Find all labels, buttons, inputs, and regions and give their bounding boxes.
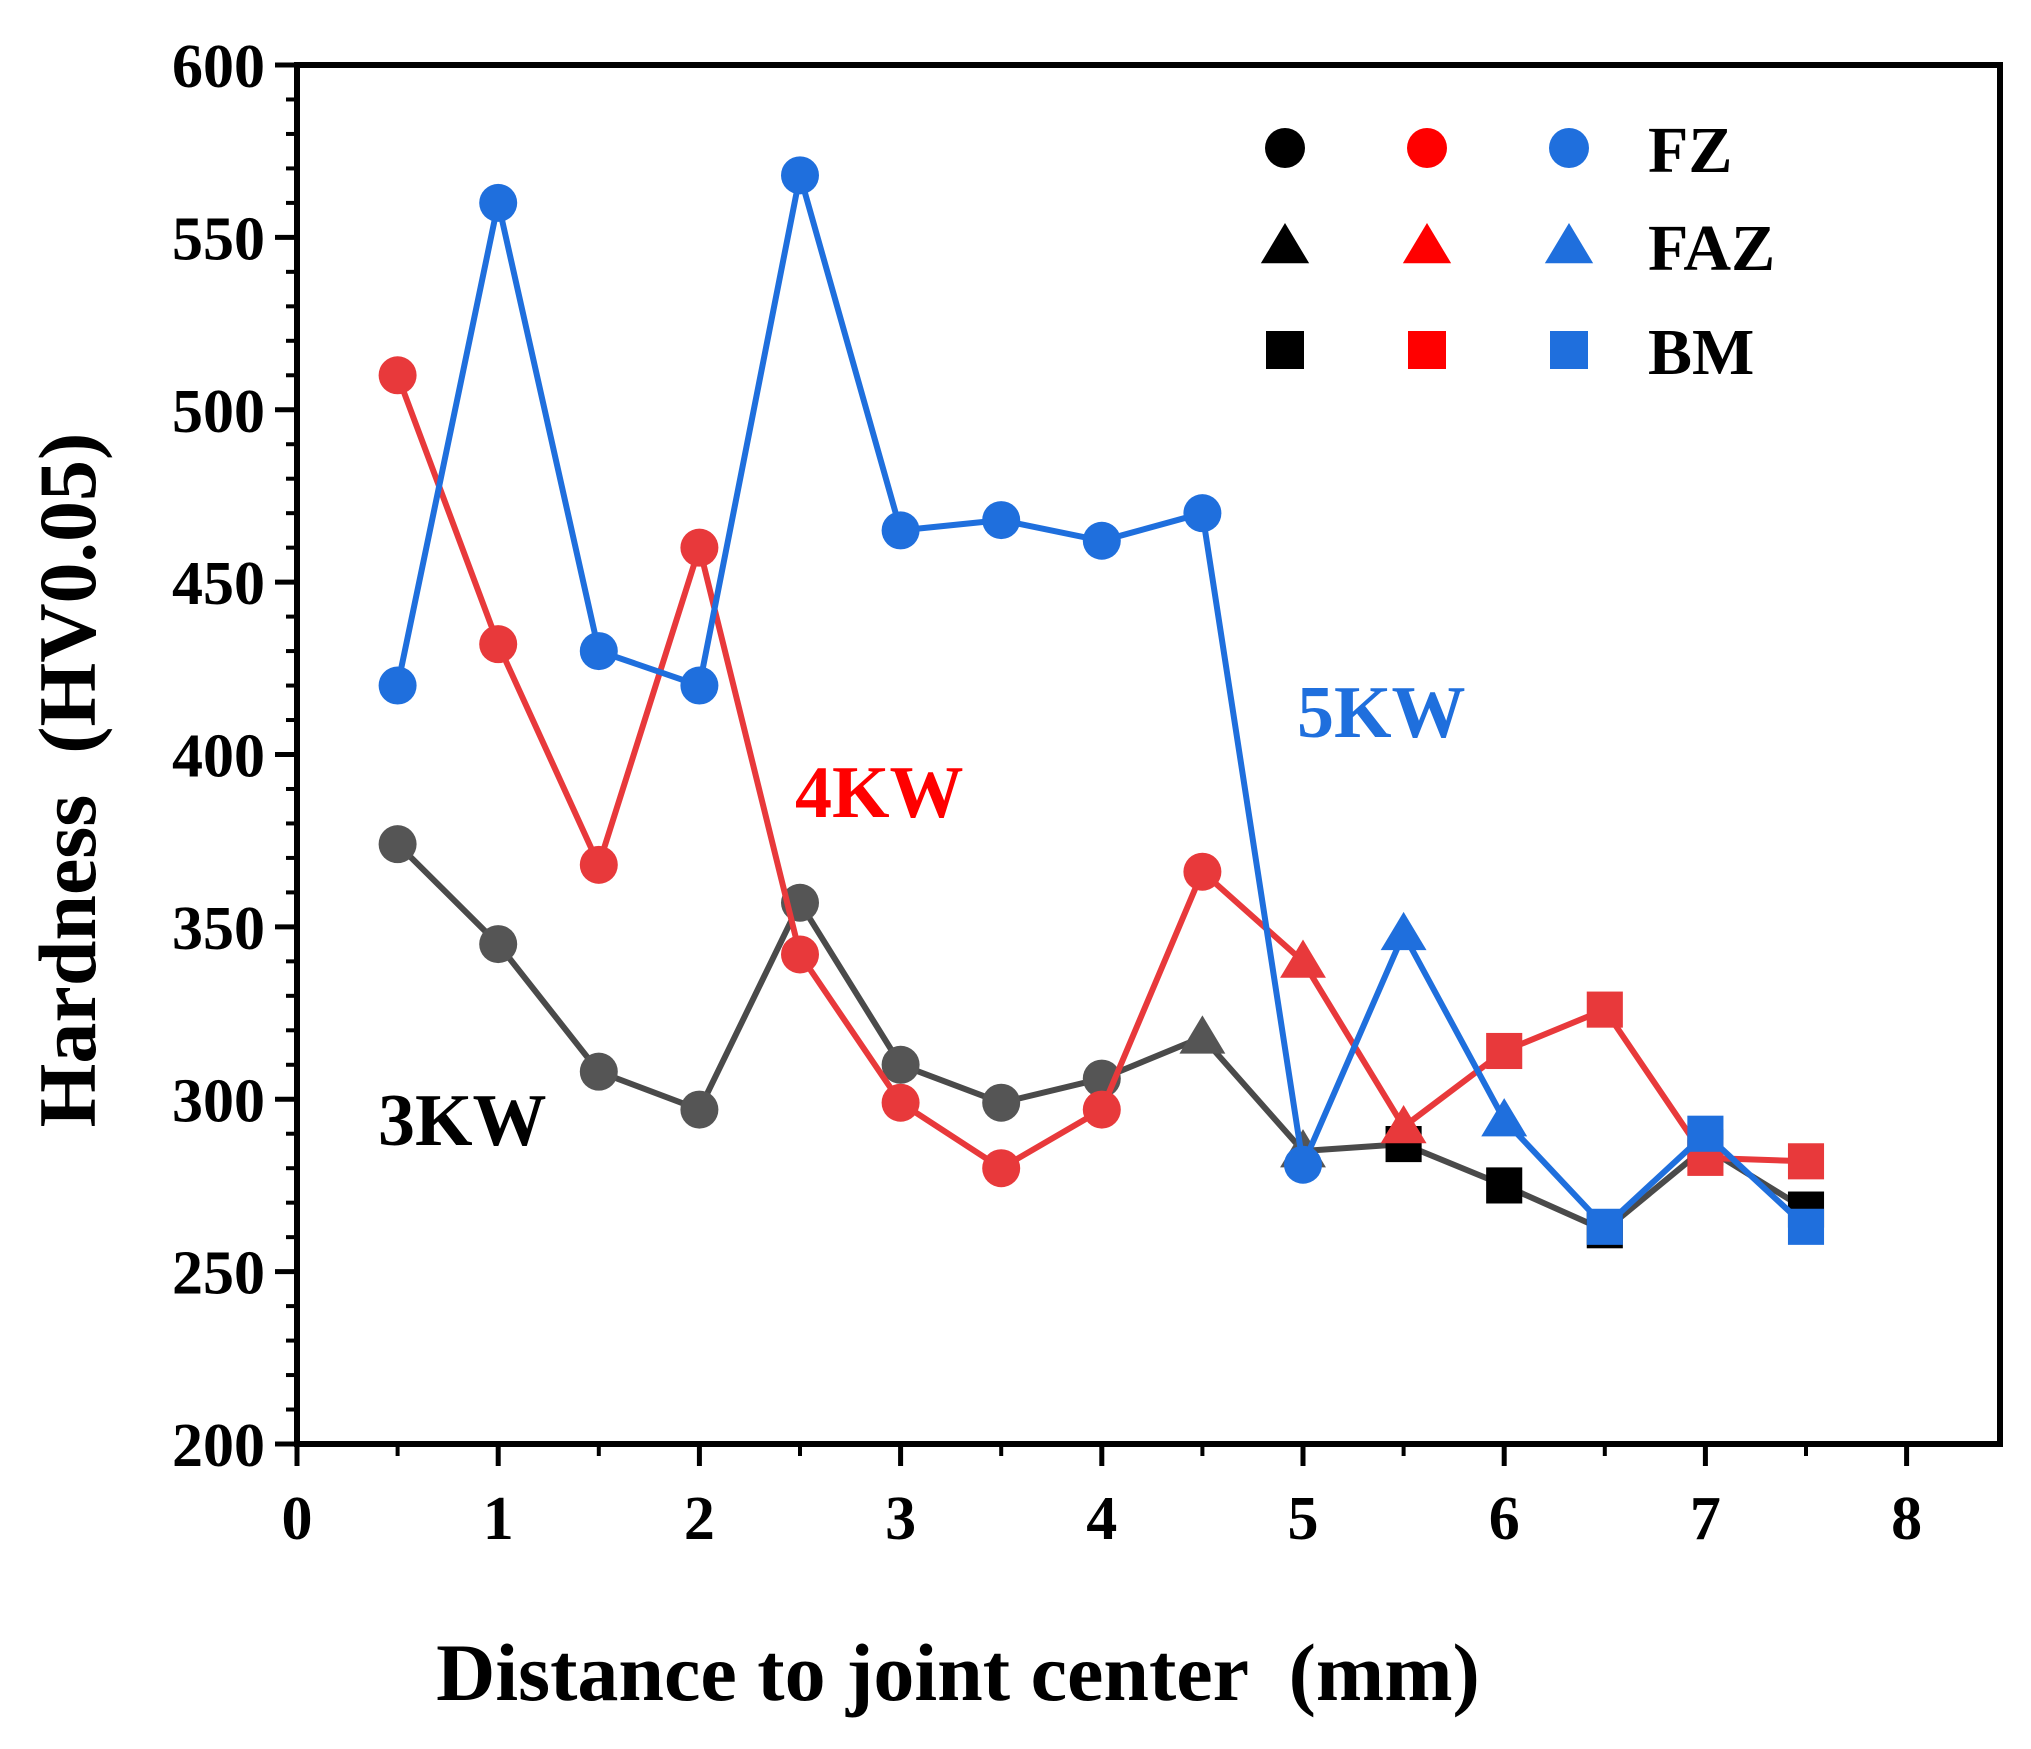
x-tick-label: 6 [1489,1485,1520,1553]
data-point-4kw [1280,939,1326,978]
data-point-5kw [479,183,518,222]
y-tick-label: 300 [172,1067,265,1135]
data-point-5kw [1380,911,1427,951]
legend: FZ FAZ BM [1260,114,1775,389]
x-tick-label: 5 [1288,1485,1319,1553]
y-tick-label: 500 [172,378,265,446]
data-point-5kw [1481,1098,1528,1137]
x-axis-ticks: 0 1 2 3 4 5 6 7 8 [282,1444,1922,1553]
x-tick-label: 1 [483,1485,514,1553]
y-axis-label: Hardness (HV0.05) [22,433,113,1128]
legend-marker-square [1550,331,1588,369]
data-point-3kw [881,1045,920,1084]
data-point-5kw [982,501,1021,540]
legend-marker-square [1266,331,1304,369]
data-point-5kw [1787,1208,1825,1245]
series-4kw [378,356,1825,1188]
data-point-5kw [579,632,618,671]
legend-marker-circle [1407,128,1447,168]
legend-marker-circle [1549,128,1589,168]
legend-label: FAZ [1648,212,1775,285]
y-tick-label: 350 [172,895,265,963]
series-label-5kw: 5KW [1297,672,1466,754]
series-layer [378,156,1825,1249]
data-point-5kw [1284,1145,1322,1184]
data-point-3kw [1486,1167,1523,1204]
series-3kw [378,825,1825,1249]
legend-label: BM [1648,316,1754,389]
data-point-4kw [1082,1090,1121,1129]
data-point-3kw [378,825,417,864]
x-tick-label: 3 [885,1485,916,1553]
data-point-5kw [378,666,417,705]
data-point-3kw [479,925,518,964]
data-point-3kw [579,1052,618,1091]
data-point-5kw [1183,494,1222,533]
legend-marker-square [1408,331,1446,369]
data-point-4kw [1586,991,1623,1028]
data-point-5kw [1586,1208,1623,1245]
y-axis-ticks: 200 250 300 350 400 450 500 550 600 [172,33,297,1480]
data-point-4kw [579,845,618,884]
x-tick-label: 4 [1086,1485,1117,1553]
data-point-4kw [1183,852,1222,891]
data-point-4kw [1486,1032,1523,1070]
series-label-3kw: 3KW [378,1080,547,1162]
x-tick-label: 2 [684,1485,715,1553]
y-tick-label: 200 [172,1412,265,1480]
data-point-3kw [680,1090,719,1129]
data-point-5kw [781,156,819,195]
legend-marker-triangle [1260,223,1310,264]
y-tick-label: 400 [172,723,265,791]
legend-marker-triangle [1544,223,1594,264]
series-5kw [378,156,1825,1245]
legend-marker-triangle [1402,223,1452,264]
legend-marker-circle [1265,128,1305,168]
data-point-4kw [982,1149,1021,1188]
y-tick-label: 600 [172,33,265,101]
data-point-3kw [1179,1015,1226,1054]
y-tick-label: 250 [172,1240,265,1308]
data-point-4kw [378,356,417,395]
y-tick-label: 450 [172,550,265,618]
x-tick-label: 0 [282,1485,313,1553]
data-point-4kw [881,1083,920,1122]
data-point-4kw [781,935,819,974]
data-point-4kw [680,528,719,567]
x-tick-label: 8 [1891,1485,1922,1553]
y-tick-label: 550 [172,205,265,273]
x-tick-label: 7 [1690,1485,1721,1553]
data-point-3kw [982,1083,1021,1122]
data-point-4kw [479,625,518,664]
legend-label: FZ [1648,114,1732,187]
data-point-5kw [1082,521,1121,560]
data-point-5kw [680,666,719,705]
data-point-5kw [881,511,920,550]
x-axis-label: Distance to joint center (mm) [436,1627,1480,1718]
data-point-4kw [1787,1143,1825,1180]
data-point-5kw [1687,1115,1724,1152]
data-point-4kw [1380,1104,1427,1144]
series-label-4kw: 4KW [795,752,964,834]
